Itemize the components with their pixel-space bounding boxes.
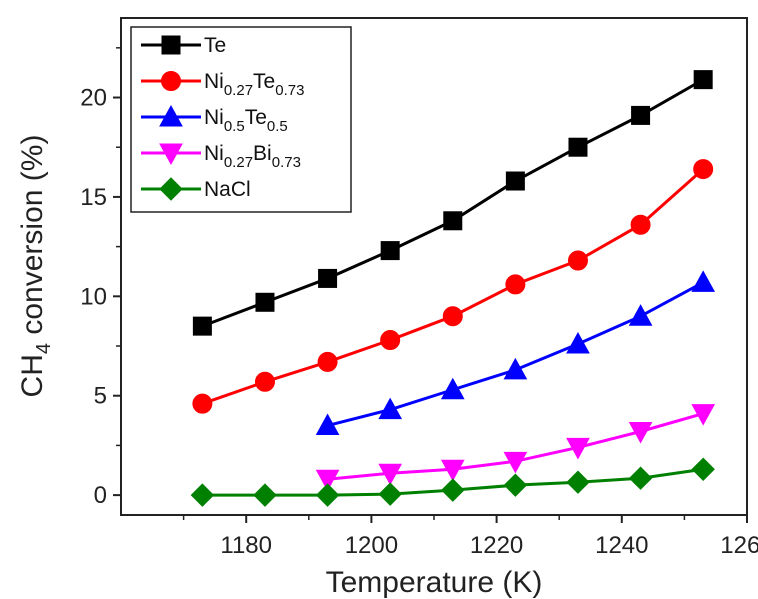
data-point [443,211,463,231]
legend-text-part: Ni [204,142,224,165]
legend-sub: 0.5 [224,118,245,135]
data-point [505,171,525,191]
data-point [190,483,215,507]
data-point [315,413,340,436]
data-point [440,377,465,400]
legend-label: Ni0.27Te0.73 [204,70,304,99]
legend-sub: 0.73 [275,82,304,99]
legend-label: NaCl [204,178,251,201]
data-point [380,330,401,351]
y-title-part: conversion (%) [16,135,49,343]
legend-item: NaCl [141,177,251,201]
data-point [691,404,716,426]
data-point [440,459,465,482]
x-axis-title: Temperature (K) [326,566,543,599]
data-point [566,437,590,460]
data-point [568,137,588,157]
data-point [691,270,716,292]
x-tick-label: 1240 [595,532,648,559]
data-point [503,473,528,497]
data-point [378,463,403,486]
legend-marker [159,177,183,201]
data-point [691,457,715,481]
y-tick-label: 0 [94,482,107,509]
data-point [693,159,714,180]
legend-sub: 0.73 [272,154,301,171]
legend-item: Ni0.5Te0.5 [141,104,288,135]
y-tick-label: 20 [80,85,107,112]
legend-marker [161,35,181,55]
legend-label: Te [204,34,226,57]
legend-text-part: Ni [204,106,224,129]
data-point [628,466,653,490]
data-point [628,304,653,326]
data-point [505,274,526,295]
data-point [380,241,400,261]
legend-text-part: Ni [204,70,224,93]
data-point [631,105,651,125]
series-Ni0.5Te0.5 [315,270,716,436]
data-point [317,351,338,372]
legend-marker [159,143,183,166]
data-point [254,371,275,392]
data-point [567,250,588,271]
x-tick-label: 1200 [345,532,398,559]
data-point [628,422,653,444]
y-axis-title: CH4 conversion (%) [16,135,55,398]
data-point [693,70,713,90]
series-NaCl [190,457,715,507]
data-point [566,331,590,354]
legend-label: Ni0.27Bi0.73 [204,142,301,171]
data-point [255,292,275,312]
data-point [192,316,212,336]
data-point [315,483,340,507]
legend-sub: 0.27 [224,154,253,171]
data-point [566,470,590,494]
series-Ni0.27Te0.73 [192,159,714,414]
data-point [503,451,528,474]
legend-marker [161,71,181,91]
x-tick-label: 1220 [470,532,523,559]
legend-item: Ni0.27Te0.73 [141,70,304,99]
data-point [253,483,277,507]
legend-sub: 0.5 [267,118,288,135]
legend-item: Te [141,34,226,57]
series-layer [190,70,716,507]
y-title-part: CH [16,354,49,397]
x-tick-label: 1180 [220,532,272,559]
legend-marker [159,104,183,127]
data-point [315,469,340,492]
y-axis: 0 5 10 15 20 [80,47,121,509]
data-point [442,306,463,327]
y-tick-label: 5 [94,383,107,410]
data-point [318,268,338,288]
y-tick-label: 10 [80,283,107,310]
series-line [327,281,704,427]
legend-text-part: NaCl [204,178,251,201]
data-point [378,397,403,420]
legend-sub: 0.27 [224,82,253,99]
legend-item: Ni0.27Bi0.73 [141,142,301,171]
data-point [630,214,651,235]
legend-text-part: Te [253,70,275,93]
y-title-sub: 4 [33,343,55,354]
legend-label: Ni0.5Te0.5 [204,106,288,135]
data-point [503,357,528,380]
data-point [441,478,465,502]
data-point [192,393,213,414]
legend-text-part: Te [245,106,267,129]
series-Te [192,70,713,336]
series-Ni0.27Bi0.73 [315,404,716,492]
y-tick-label: 15 [80,184,107,211]
legend-text-part: Te [204,34,226,57]
data-point [378,482,402,506]
legend-text-part: Bi [253,142,272,165]
